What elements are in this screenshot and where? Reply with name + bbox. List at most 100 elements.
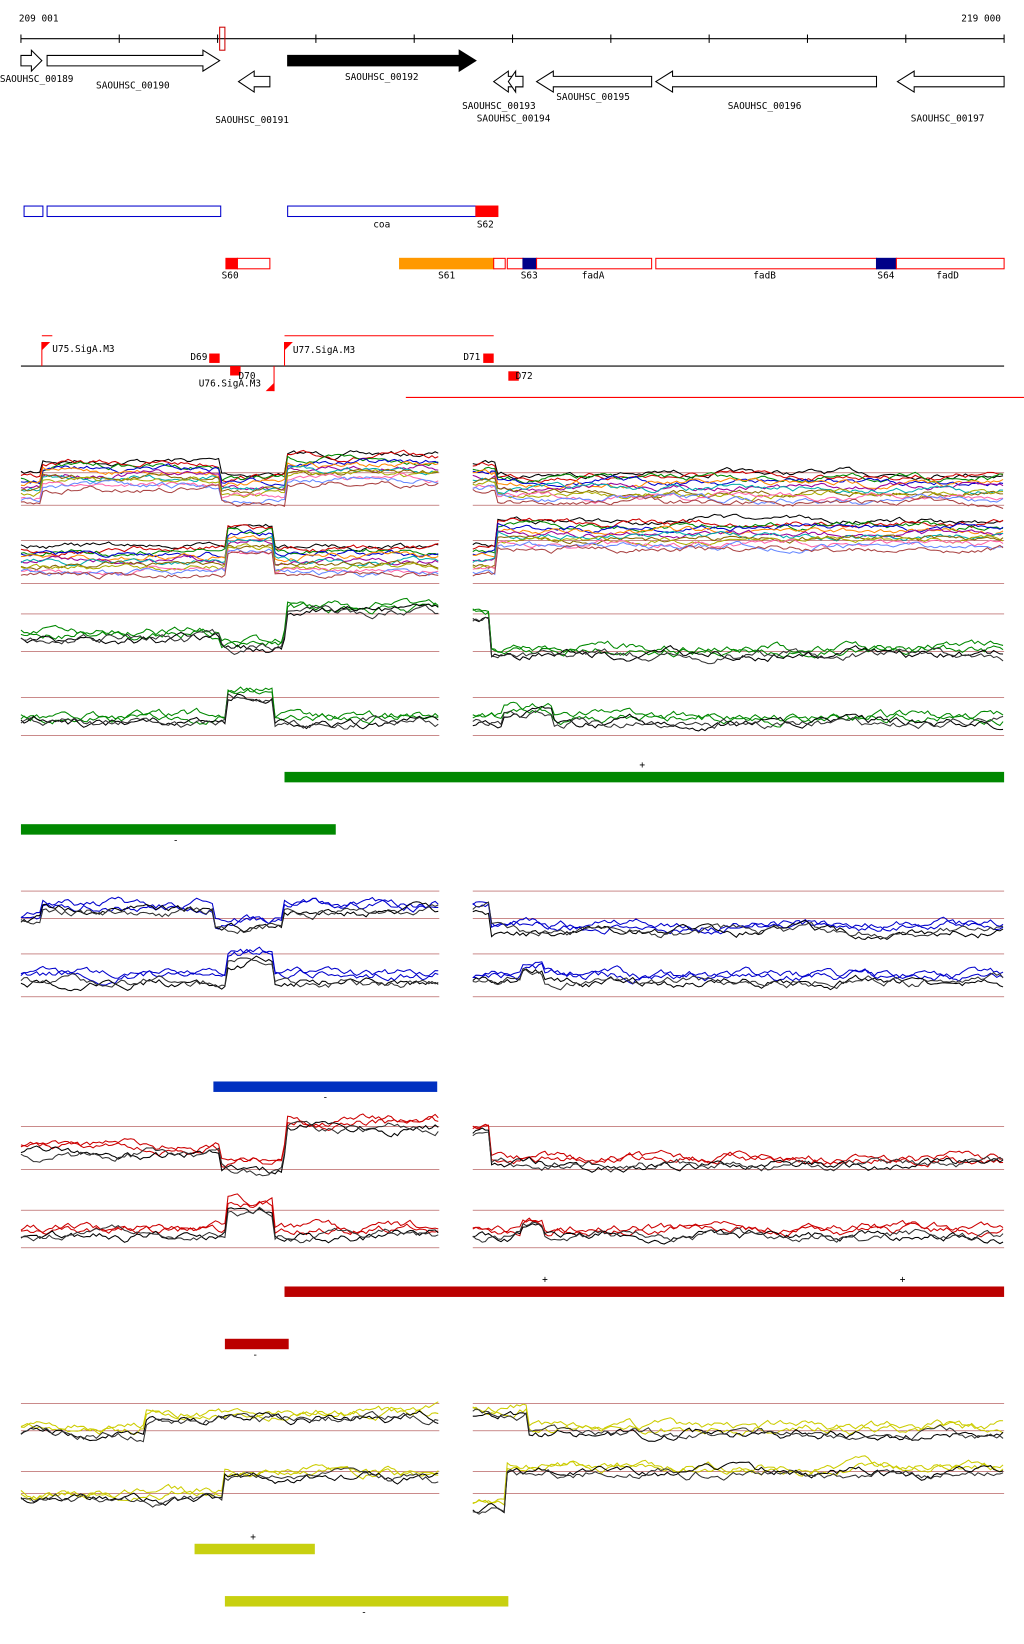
- strand-bar: [224, 1338, 289, 1350]
- feature-box: [225, 257, 238, 270]
- gene-arrow: [535, 70, 653, 93]
- gene-label: SAOUHSC_00191: [215, 115, 289, 126]
- signal-trace: [472, 489, 1004, 510]
- signal-trace: [20, 1470, 439, 1507]
- signal-trace: [20, 948, 439, 986]
- signal-trace: [20, 1410, 439, 1443]
- signal-trace: [20, 603, 439, 653]
- signal-trace: [20, 1115, 439, 1168]
- signal-trace: [20, 527, 439, 558]
- promoter-label: D72: [516, 371, 533, 382]
- signal-trace: [20, 1405, 439, 1436]
- gene-label: SAOUHSC_00195: [556, 92, 630, 103]
- strand-bar: [224, 1596, 509, 1607]
- signal-trace: [20, 692, 439, 730]
- signal-trace: [20, 543, 439, 572]
- signal-trace: [472, 530, 1004, 563]
- signal-trace: [20, 1206, 439, 1244]
- signal-trace: [472, 1124, 1004, 1168]
- gene-arrow: [287, 49, 477, 73]
- promoter-box: [483, 353, 494, 363]
- feature-box: [399, 257, 495, 270]
- signal-trace: [472, 616, 1004, 665]
- ruler-start: 209 001: [19, 13, 59, 24]
- signal-trace: [20, 453, 439, 485]
- signal-trace: [472, 902, 1004, 935]
- signal-trace: [20, 549, 439, 576]
- signal-trace: [472, 1123, 1004, 1165]
- signal-trace: [20, 687, 439, 725]
- ruler-end: 219 000: [961, 13, 1001, 24]
- promoter-box: [508, 371, 519, 381]
- strand-mark: -: [322, 1093, 328, 1104]
- gene-arrow: [237, 70, 271, 94]
- signal-trace: [20, 604, 439, 656]
- signal-trace: [472, 710, 1004, 730]
- signal-trace: [472, 962, 1004, 985]
- feature-box: [23, 205, 44, 218]
- promoter-label: D70: [238, 371, 255, 382]
- feature-label: fadD: [936, 271, 959, 282]
- signal-trace: [20, 539, 439, 566]
- signal-trace: [20, 946, 439, 982]
- signal-trace: [472, 608, 1004, 659]
- signal-trace: [20, 686, 439, 725]
- strand-mark: -: [361, 1607, 367, 1618]
- gene-label: SAOUHSC_00189: [0, 74, 74, 85]
- signal-trace: [20, 458, 439, 487]
- signal-trace: [20, 535, 439, 563]
- signal-trace: [472, 535, 1004, 570]
- strand-mark: +: [250, 1532, 256, 1543]
- signal-trace: [20, 460, 439, 488]
- gene-label: SAOUHSC_00196: [728, 101, 802, 112]
- signal-trace: [20, 524, 439, 557]
- flag: [265, 382, 275, 392]
- signal-trace: [20, 480, 439, 508]
- promoter-label: D69: [190, 352, 207, 363]
- signal-trace: [472, 1217, 1004, 1238]
- ruler-marker: [219, 26, 226, 51]
- signal-trace: [20, 1401, 439, 1435]
- strand-mark: +: [900, 1275, 906, 1286]
- gene-arrow: [654, 70, 878, 93]
- strand-bar: [284, 771, 1005, 783]
- signal-trace: [472, 477, 1004, 495]
- feature-label: S62: [477, 219, 494, 230]
- signal-trace: [472, 1408, 1004, 1441]
- signal-trace: [20, 465, 439, 492]
- promoter-label: U76.SigA.M3: [199, 378, 261, 389]
- signal-trace: [20, 544, 439, 571]
- signal-trace: [20, 896, 439, 925]
- signal-trace: [472, 1127, 1004, 1173]
- signal-trace: [20, 548, 439, 578]
- feature-label: S61: [438, 271, 455, 282]
- signal-trace: [472, 968, 1004, 991]
- feature-box: [46, 205, 222, 218]
- promoter-box: [209, 353, 220, 363]
- signal-trace: [20, 693, 439, 730]
- feature-box: [655, 257, 878, 270]
- signal-trace: [472, 1131, 1004, 1173]
- strand-bar: [284, 1286, 1005, 1297]
- signal-trace: [472, 484, 1004, 505]
- signal-trace: [20, 1467, 439, 1508]
- feature-box: [536, 257, 653, 270]
- flag: [284, 342, 293, 351]
- signal-trace: [472, 469, 1004, 491]
- signal-trace: [472, 461, 1004, 483]
- feature-box: [522, 257, 538, 270]
- signal-trace: [472, 528, 1004, 562]
- feature-label: coa: [373, 219, 390, 230]
- gene-label: SAOUHSC_00194: [477, 114, 551, 125]
- strand-bar: [20, 824, 336, 835]
- signal-trace: [472, 1461, 1004, 1514]
- signal-trace: [472, 466, 1004, 485]
- signal-trace: [472, 513, 1004, 548]
- signal-trace: [472, 1221, 1004, 1243]
- signal-trace: [472, 608, 1004, 657]
- feature-box: [493, 257, 506, 270]
- signal-trace: [472, 901, 1004, 939]
- signal-trace: [20, 529, 439, 559]
- signal-trace: [472, 1219, 1004, 1238]
- signal-trace: [20, 1410, 439, 1442]
